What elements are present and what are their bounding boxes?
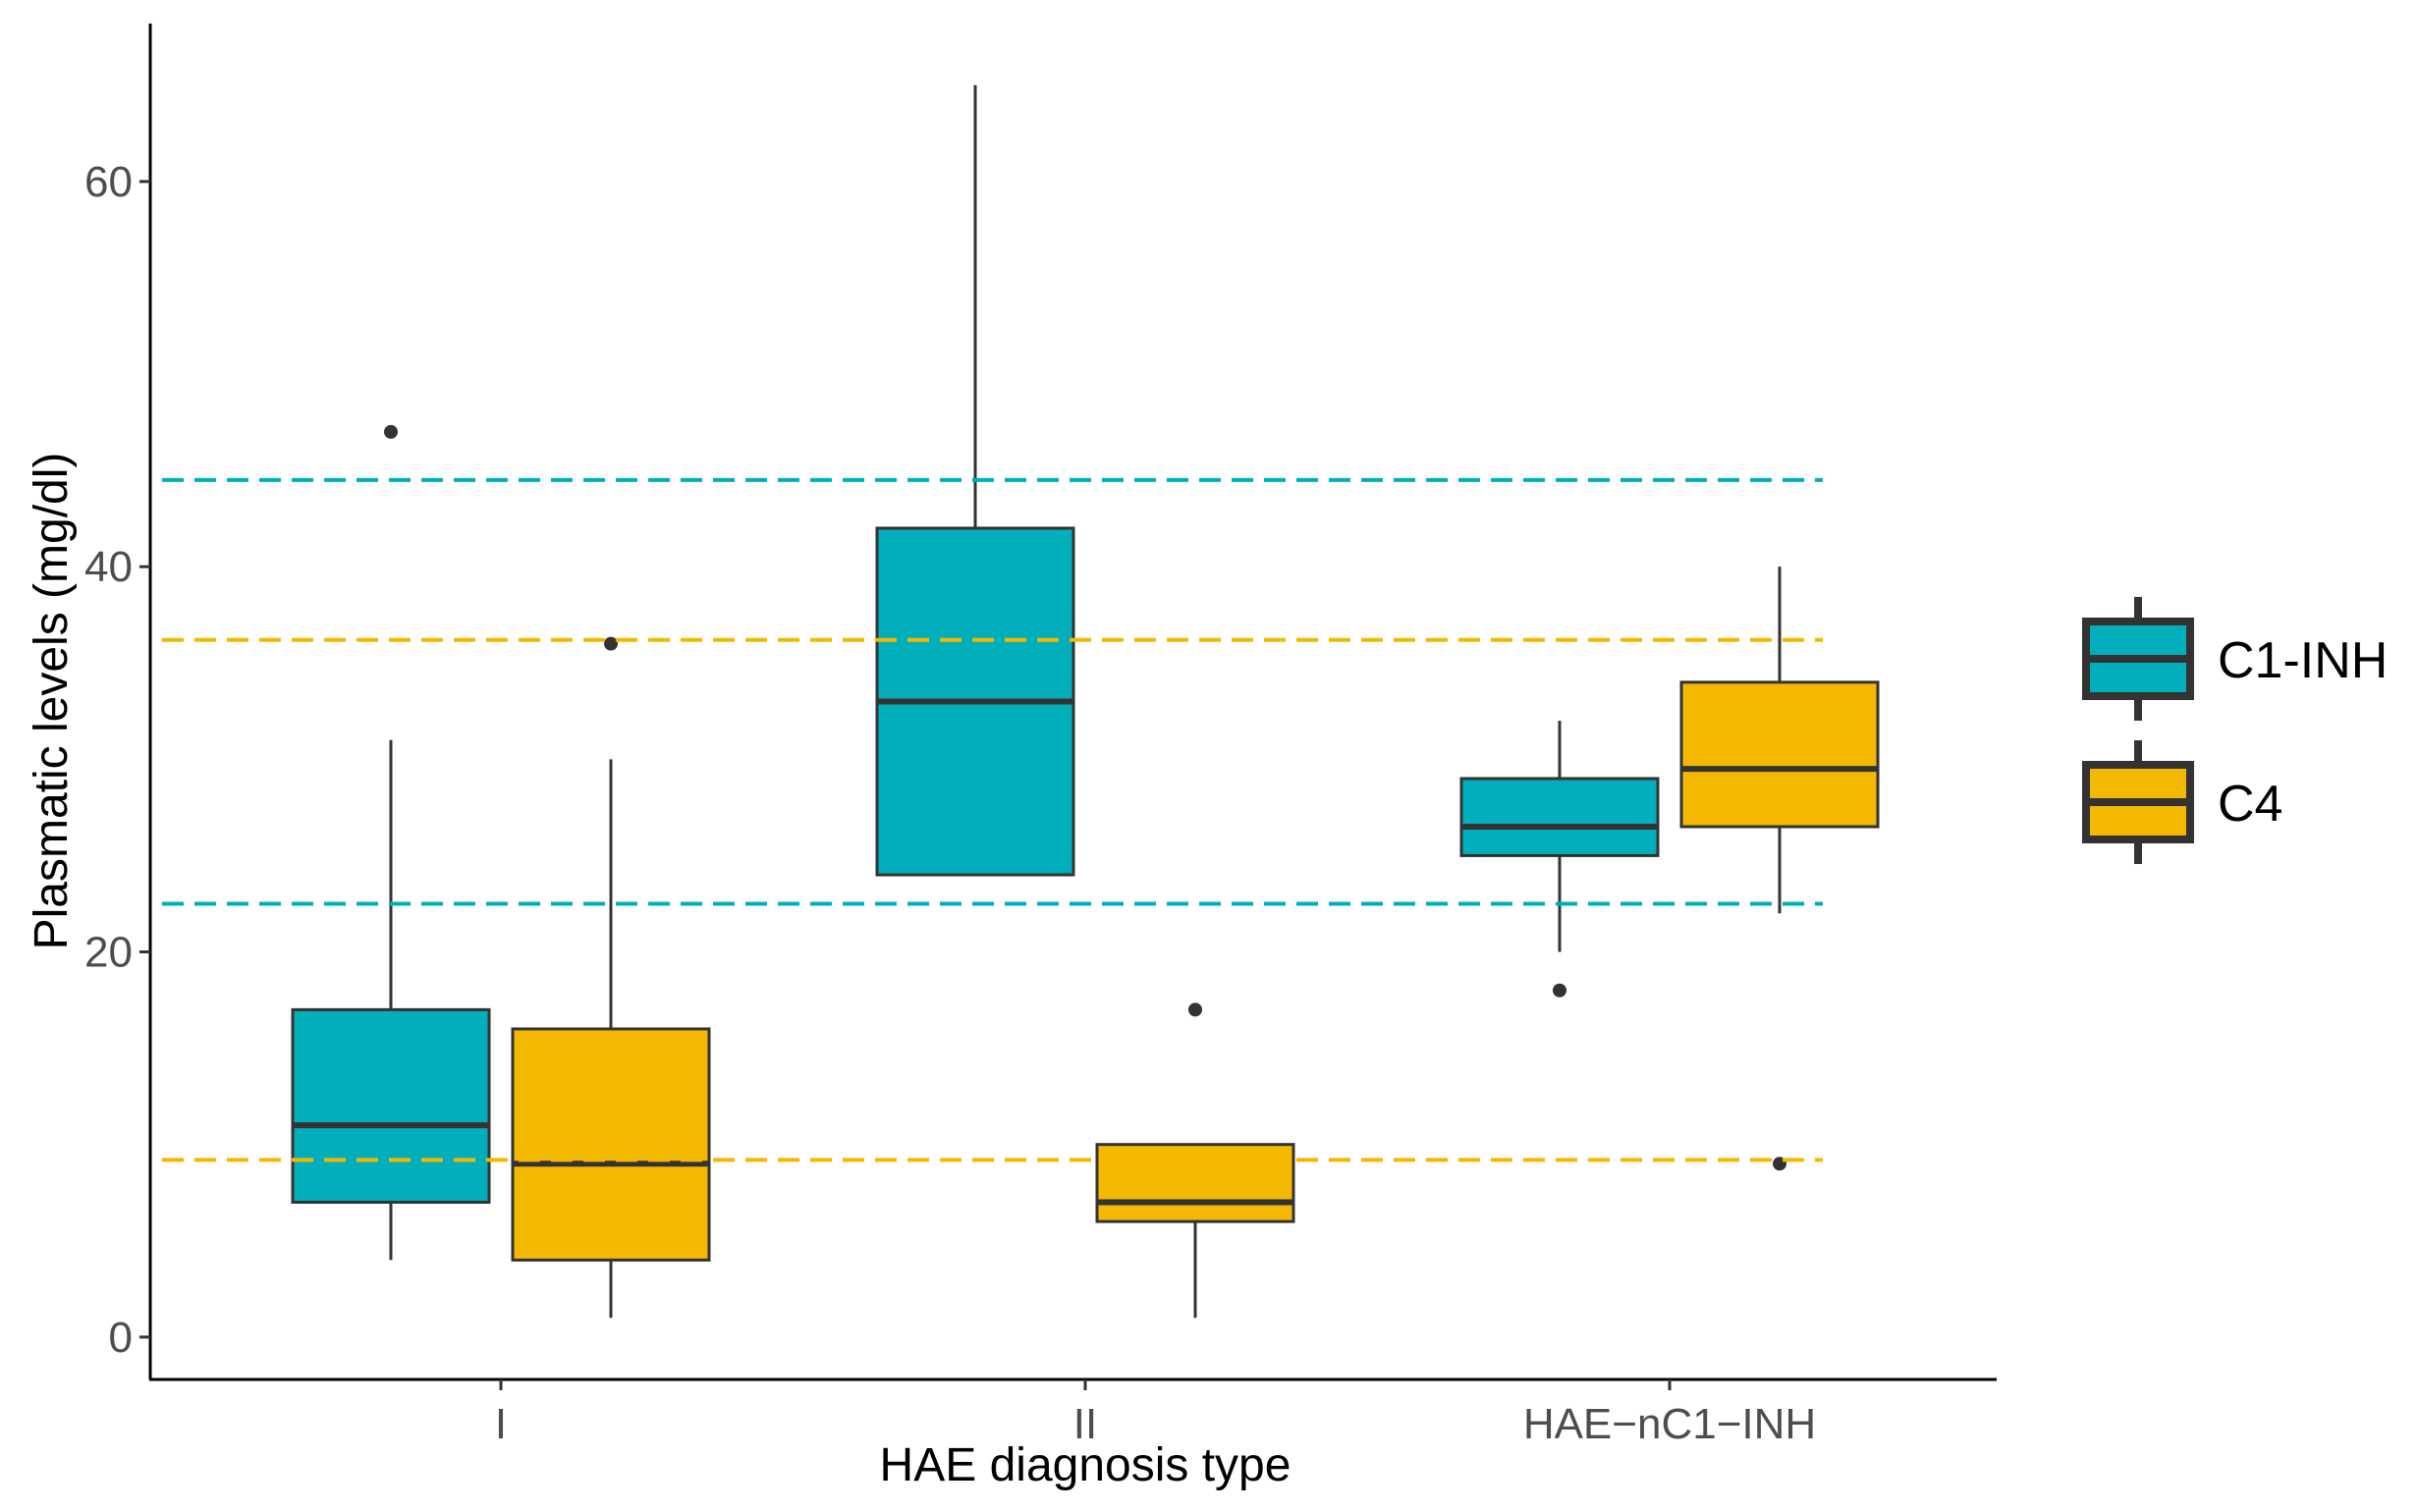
y-tick-label: 0 (109, 1314, 133, 1362)
outlier-point (1553, 983, 1566, 998)
x-axis-title: HAE diagnosis type (880, 1439, 1291, 1491)
x-tick-label: I (495, 1400, 507, 1448)
outlier-point (604, 636, 618, 651)
y-tick-label: 60 (84, 158, 133, 206)
x-tick-label: HAE−nC1−INH (1523, 1400, 1816, 1448)
box-c4-1 (511, 636, 711, 1319)
legend: C1-INH C4 (2082, 597, 2388, 864)
box-body (291, 1007, 491, 1205)
outlier-point (384, 424, 398, 439)
y-tick-label: 40 (84, 543, 133, 591)
box-c1-inh-1 (291, 424, 491, 1261)
outlier-point (1188, 1002, 1202, 1017)
box-c4-3 (1679, 567, 1880, 1171)
y-axis-title: Plasmatic levels (mg/dl) (26, 453, 78, 950)
y-tick-label: 20 (84, 929, 133, 977)
box-body (1679, 680, 1880, 829)
x-tick-label: II (1073, 1400, 1097, 1448)
axes (148, 24, 1997, 1381)
legend-item-c4: C4 (2082, 740, 2282, 864)
box-c1-inh-2 (875, 84, 1075, 877)
box-body (511, 1027, 711, 1262)
legend-label: C4 (2218, 776, 2282, 833)
plot-area (162, 84, 1880, 1319)
box-c4-2 (1095, 1002, 1295, 1319)
legend-item-c1-inh: C1-INH (2082, 597, 2388, 721)
box-body (1459, 777, 1660, 857)
box-c1-inh-3 (1459, 721, 1660, 998)
box-body (1095, 1143, 1295, 1223)
legend-label: C1-INH (2218, 632, 2388, 689)
